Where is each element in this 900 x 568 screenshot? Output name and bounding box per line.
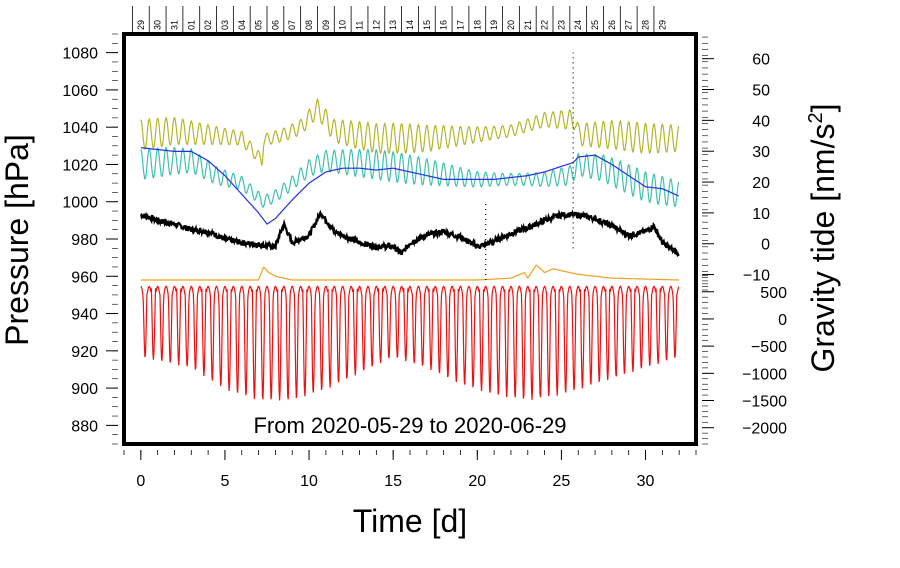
x-tick-label: 15 (384, 473, 402, 490)
top-day-label: 21 (523, 20, 533, 30)
left-tick-label: 880 (71, 418, 98, 435)
top-day-label: 10 (338, 20, 348, 30)
y-axis-left-title: Pressure [hPa] (0, 134, 35, 346)
top-day-label: 25 (590, 20, 600, 30)
top-day-label: 23 (556, 20, 566, 30)
top-day-label: 12 (371, 20, 381, 30)
right-upper-tick-label: 40 (752, 113, 770, 130)
top-day-label: 05 (254, 20, 264, 30)
series-blue_pressure_trend (140, 147, 680, 225)
y-axis-right-title: Gravity tide [nm/s2] (805, 104, 841, 373)
top-day-label: 29 (136, 20, 146, 30)
top-day-label: 19 (489, 20, 499, 30)
annotation-text: From 2020-05-29 to 2020-06-29 (253, 413, 566, 438)
top-day-label: 22 (540, 20, 550, 30)
series-olive_pressure_tide (140, 97, 680, 166)
right-upper-tick-label: 30 (752, 144, 770, 161)
right-lower-tick-label: −1000 (742, 366, 787, 383)
left-tick-label: 1060 (62, 83, 98, 100)
right-title-sup: 2 (805, 112, 827, 123)
top-day-label: 08 (304, 20, 314, 30)
top-day-label: 24 (573, 20, 583, 30)
top-day-label: 16 (439, 20, 449, 30)
top-day-label: 14 (405, 20, 415, 30)
x-tick-label: 5 (220, 473, 229, 490)
top-day-label: 01 (186, 20, 196, 30)
left-tick-label: 1040 (62, 120, 98, 137)
top-day-label: 31 (169, 20, 179, 30)
left-tick-label: 920 (71, 344, 98, 361)
left-tick-label: 940 (71, 307, 98, 324)
top-day-label: 11 (355, 21, 365, 30)
right-lower-tick-label: −1500 (742, 394, 787, 411)
x-axis-title: Time [d] (353, 503, 467, 539)
left-tick-label: 1000 (62, 195, 98, 212)
top-day-label: 17 (455, 20, 465, 30)
top-day-label: 30 (153, 20, 163, 30)
top-day-label: 27 (624, 20, 634, 30)
x-tick-label: 30 (637, 473, 655, 490)
top-day-label: 03 (220, 20, 230, 30)
right-upper-tick-label: 0 (761, 237, 770, 254)
right-upper-tick-label: 50 (752, 83, 770, 100)
top-day-label: 02 (203, 20, 213, 30)
top-day-label: 18 (472, 20, 482, 30)
left-tick-label: 960 (71, 269, 98, 286)
top-day-label: 13 (388, 20, 398, 30)
plot-lines (140, 52, 680, 401)
left-tick-label: 980 (71, 232, 98, 249)
right-upper-tick-label: 60 (752, 52, 770, 69)
top-day-label: 07 (287, 20, 297, 30)
top-day-label: 28 (641, 20, 651, 30)
right-upper-tick-label: 10 (752, 206, 770, 223)
series-orange_pressure_small (140, 264, 679, 281)
top-day-label: 04 (237, 20, 247, 30)
left-tick-label: 1020 (62, 157, 98, 174)
plot-frame (122, 32, 698, 446)
top-day-label: 06 (270, 20, 280, 30)
top-day-label: 26 (607, 20, 617, 30)
x-tick-label: 25 (553, 473, 571, 490)
top-day-label: 29 (657, 20, 667, 30)
left-tick-label: 1080 (62, 46, 98, 63)
right-title-end: ] (805, 104, 841, 113)
x-tick-label: 0 (136, 473, 145, 490)
series-teal_pressure_tide (140, 146, 680, 208)
top-day-label: 20 (506, 20, 516, 30)
right-lower-tick-label: −500 (751, 339, 787, 356)
right-upper-tick-label: 20 (752, 175, 770, 192)
right-lower-tick-label: 500 (760, 285, 787, 302)
top-day-label: 15 (422, 20, 432, 30)
axes: 0 5 10 15 20 25 308809009209409609801000102010… (62, 6, 787, 490)
x-tick-label: 20 (468, 473, 486, 490)
right-lower-tick-label: −2000 (742, 421, 787, 438)
left-tick-label: 900 (71, 381, 98, 398)
right-upper-tick-label: −10 (743, 268, 770, 285)
series-red_tide_lower (140, 285, 680, 401)
right-title-main: Gravity tide [nm/s (805, 124, 841, 373)
top-day-label: 09 (321, 20, 331, 30)
x-tick-label: 10 (300, 473, 318, 490)
right-lower-tick-label: 0 (778, 312, 787, 329)
series-black_gravity_residual (140, 209, 680, 257)
